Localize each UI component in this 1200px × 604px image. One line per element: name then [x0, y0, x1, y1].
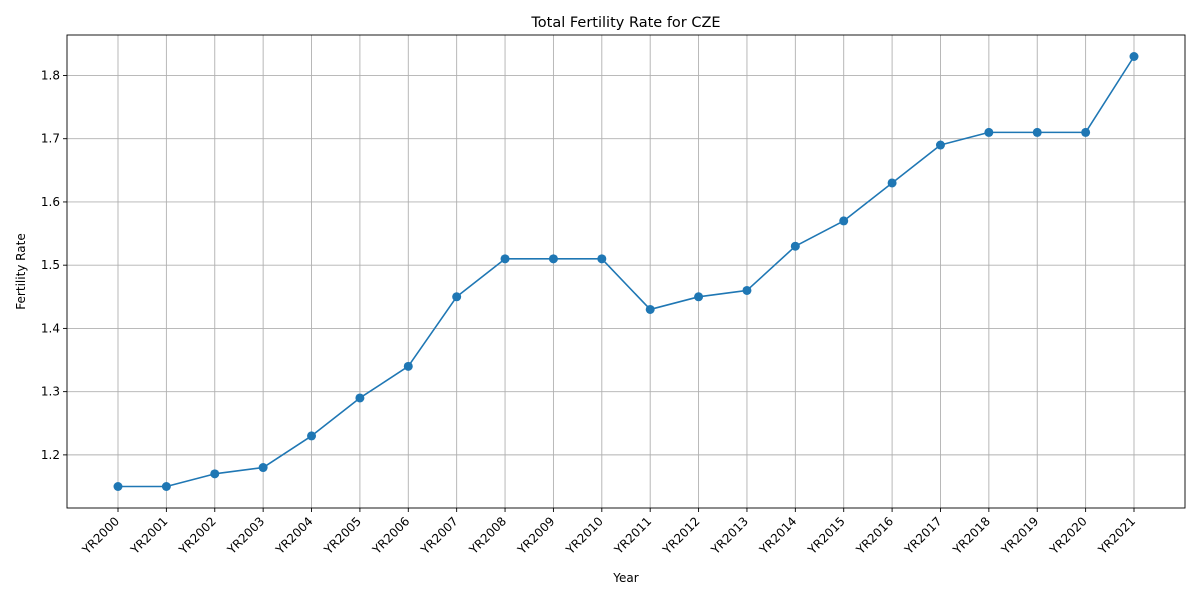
- data-point-yr2010: [597, 254, 607, 264]
- data-point-yr2015: [839, 216, 849, 226]
- y-tick-label: 1.4: [41, 321, 60, 335]
- y-axis-label: Fertility Rate: [14, 233, 28, 309]
- series-layer: [113, 52, 1139, 491]
- x-tick-label: YR2006: [369, 514, 412, 557]
- x-axis: YR2000 YR2001 YR2002 YR2003 YR2004 YR2005 YR20…: [79, 508, 1138, 558]
- x-tick-label: YR2005: [321, 514, 364, 557]
- data-point-yr2002: [210, 469, 220, 479]
- x-tick-label: YR2011: [611, 514, 654, 557]
- data-point-yr2003: [258, 463, 268, 473]
- data-point-yr2005: [355, 393, 365, 403]
- data-point-yr2017: [935, 140, 945, 150]
- x-tick-label: YR2020: [1046, 514, 1089, 557]
- data-point-yr2013: [742, 285, 752, 295]
- x-tick-label: YR2003: [224, 514, 267, 557]
- x-tick-label: YR2008: [466, 514, 509, 557]
- x-tick-label: YR2002: [176, 514, 219, 557]
- x-axis-label: Year: [612, 571, 638, 585]
- data-point-yr2014: [790, 241, 800, 251]
- x-tick-label: YR2016: [853, 514, 896, 557]
- x-tick-label: YR2001: [127, 514, 170, 557]
- y-tick-label: 1.3: [41, 385, 60, 399]
- x-tick-label: YR2021: [1095, 514, 1138, 557]
- data-point-yr2004: [307, 431, 317, 441]
- data-point-yr2008: [500, 254, 510, 264]
- y-tick-label: 1.8: [41, 68, 60, 82]
- data-point-yr2007: [452, 292, 462, 302]
- grid: [67, 35, 1185, 508]
- x-tick-label: YR2009: [514, 514, 557, 557]
- x-tick-label: YR2000: [79, 514, 122, 557]
- data-point-yr2000: [113, 482, 123, 491]
- x-tick-label: YR2012: [659, 514, 702, 557]
- x-tick-label: YR2007: [417, 514, 460, 557]
- plot-frame: [66, 34, 1186, 509]
- y-tick-label: 1.5: [41, 258, 60, 272]
- data-point-yr2011: [645, 304, 655, 314]
- x-tick-label: YR2017: [901, 514, 944, 557]
- series-line: [118, 56, 1135, 488]
- y-tick-label: 1.6: [41, 195, 60, 209]
- y-tick-label: 1.7: [41, 132, 60, 146]
- y-axis: 1.2 1.3 1.4 1.5 1.6 1.7 1.8: [41, 68, 67, 462]
- chart-title: Total Fertility Rate for CZE: [530, 15, 720, 31]
- data-point-yr2020: [1081, 127, 1091, 137]
- x-tick-label: YR2010: [563, 514, 606, 557]
- data-point-yr2021: [1129, 52, 1139, 61]
- x-tick-label: YR2019: [998, 514, 1041, 557]
- data-point-yr2016: [887, 178, 897, 188]
- data-point-yr2018: [984, 127, 994, 137]
- data-point-yr2006: [403, 361, 413, 371]
- x-tick-label: YR2013: [708, 514, 751, 557]
- y-tick-label: 1.2: [41, 448, 60, 462]
- x-tick-label: YR2004: [272, 514, 315, 557]
- x-tick-label: YR2014: [756, 514, 799, 557]
- data-point-yr2019: [1032, 127, 1042, 137]
- data-point-yr2009: [548, 254, 558, 264]
- x-tick-label: YR2018: [950, 514, 993, 557]
- data-point-yr2012: [694, 292, 704, 302]
- data-point-yr2001: [161, 482, 171, 491]
- x-tick-label: YR2015: [805, 514, 848, 557]
